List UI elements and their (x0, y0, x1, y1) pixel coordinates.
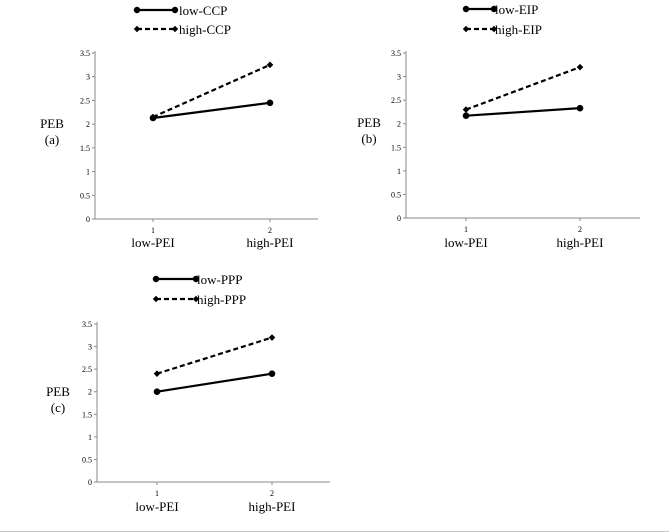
y-tick-label: 0 (86, 215, 90, 224)
series-line-low-CCP (152, 101, 271, 120)
y-tick-label: 0.5 (82, 455, 92, 464)
y-axis-label: PEB (40, 116, 64, 131)
x-category-label: low-PEI (131, 235, 174, 250)
legend-label-low-EIP: low-EIP (495, 2, 538, 17)
y-tick-label: 3.5 (82, 320, 92, 329)
data-point-high-CCP (266, 61, 274, 69)
data-point-high-EIP (576, 63, 584, 71)
y-tick-label: 3 (397, 73, 401, 82)
y-tick-label: 2 (397, 120, 401, 129)
series-line-high-EIP (465, 66, 581, 111)
data-point-low-EIP (576, 104, 584, 112)
legend-marker-low-PPP (192, 275, 200, 283)
legend-label-low-CCP: low-CCP (179, 3, 227, 18)
legend-marker-low-CCP (133, 6, 141, 14)
legend-marker-low-EIP (462, 5, 470, 13)
y-tick-label: 1 (88, 433, 92, 442)
legend-marker-high-CCP (171, 25, 179, 33)
y-tick-label: 1 (86, 168, 90, 177)
legend-marker-high-CCP (133, 25, 141, 33)
legend-marker-low-CCP (171, 6, 179, 14)
y-tick-label: 0 (88, 478, 92, 487)
x-tick-label: 2 (578, 225, 582, 234)
x-category-label: high-PEI (247, 235, 294, 250)
series-line-high-CCP (152, 63, 271, 119)
y-tick-label: 0.5 (391, 190, 401, 199)
legend-label-high-PPP: high-PPP (197, 292, 246, 307)
legend-marker-high-EIP (462, 25, 470, 33)
data-point-low-PPP (268, 370, 276, 377)
x-tick-label: 2 (268, 226, 272, 235)
y-tick-label: 3.5 (80, 49, 90, 58)
x-category-label: high-PEI (249, 499, 296, 514)
y-tick-label: 2 (88, 388, 92, 397)
series-line-low-PPP (156, 372, 273, 393)
legend-marker-low-EIP (490, 5, 498, 13)
legend-marker-high-PPP (192, 295, 200, 303)
x-category-label: high-PEI (557, 235, 604, 250)
data-point-high-PPP (153, 370, 161, 377)
y-tick-label: 1 (397, 167, 401, 176)
x-tick-label: 2 (270, 489, 274, 498)
y-tick-label: 1.5 (391, 143, 401, 152)
legend-marker-high-EIP (490, 25, 498, 33)
y-tick-label: 1.5 (82, 410, 92, 419)
chart-panel-1: low-CCPhigh-CCP00.511.522.533.51low-PEI2… (40, 3, 318, 250)
chart-panel-3: low-PPPhigh-PPP00.511.522.533.51low-PEI2… (46, 272, 330, 514)
series-line-high-PPP (156, 336, 273, 375)
y-axis-label: PEB (357, 115, 381, 130)
y-tick-label: 2.5 (82, 365, 92, 374)
legend-marker-high-PPP (152, 295, 160, 303)
y-tick-label: 0 (397, 214, 401, 223)
y-tick-label: 3 (88, 343, 92, 352)
data-point-low-PPP (153, 388, 161, 396)
y-tick-label: 3.5 (391, 49, 401, 58)
data-point-high-CCP (149, 113, 157, 121)
panel-label: (a) (45, 132, 59, 147)
data-point-low-CCP (266, 99, 274, 107)
legend-label-high-EIP: high-EIP (495, 22, 542, 37)
y-tick-label: 2 (86, 120, 90, 129)
legend-marker-low-PPP (152, 275, 160, 283)
y-tick-label: 2.5 (80, 96, 90, 105)
x-tick-label: 1 (151, 226, 155, 235)
series-line-low-EIP (465, 107, 581, 117)
panel-label: (b) (361, 131, 376, 146)
data-point-low-EIP (462, 112, 470, 119)
y-tick-label: 0.5 (80, 191, 90, 200)
chart-panel-2: low-EIPhigh-EIP00.511.522.533.51low-PEI2… (357, 2, 640, 250)
data-point-high-EIP (462, 106, 470, 113)
x-category-label: low-PEI (444, 235, 487, 250)
x-tick-label: 1 (464, 225, 468, 234)
y-axis-label: PEB (46, 384, 70, 399)
y-tick-label: 1.5 (80, 144, 90, 153)
legend-label-low-PPP: low-PPP (197, 272, 243, 287)
x-category-label: low-PEI (135, 499, 178, 514)
data-point-high-PPP (268, 334, 276, 341)
y-tick-label: 2.5 (391, 96, 401, 105)
legend-label-high-CCP: high-CCP (179, 22, 231, 37)
panel-label: (c) (51, 400, 65, 415)
x-tick-label: 1 (155, 489, 159, 498)
y-tick-label: 3 (86, 73, 90, 82)
